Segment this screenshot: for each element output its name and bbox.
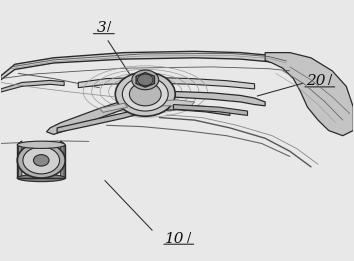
Polygon shape — [145, 92, 265, 106]
Polygon shape — [1, 80, 64, 92]
Polygon shape — [78, 77, 255, 89]
Polygon shape — [57, 105, 230, 133]
Circle shape — [17, 143, 65, 178]
Ellipse shape — [17, 174, 65, 182]
Text: /: / — [187, 232, 191, 245]
Polygon shape — [265, 53, 353, 136]
Polygon shape — [18, 141, 22, 180]
Circle shape — [122, 77, 168, 111]
Circle shape — [137, 74, 153, 86]
Text: 10: 10 — [165, 232, 184, 246]
Text: /: / — [328, 74, 332, 87]
Polygon shape — [173, 105, 247, 115]
Text: /: / — [107, 21, 112, 34]
Circle shape — [130, 82, 161, 106]
Circle shape — [132, 70, 159, 90]
Text: 3: 3 — [96, 21, 106, 35]
Polygon shape — [61, 141, 64, 180]
Polygon shape — [1, 51, 290, 80]
Polygon shape — [46, 94, 149, 134]
Circle shape — [34, 155, 49, 166]
Circle shape — [115, 72, 175, 116]
Ellipse shape — [17, 141, 65, 149]
Polygon shape — [149, 100, 195, 106]
Polygon shape — [136, 73, 154, 87]
Text: 20: 20 — [307, 74, 326, 88]
Polygon shape — [99, 103, 128, 112]
Circle shape — [23, 147, 59, 174]
